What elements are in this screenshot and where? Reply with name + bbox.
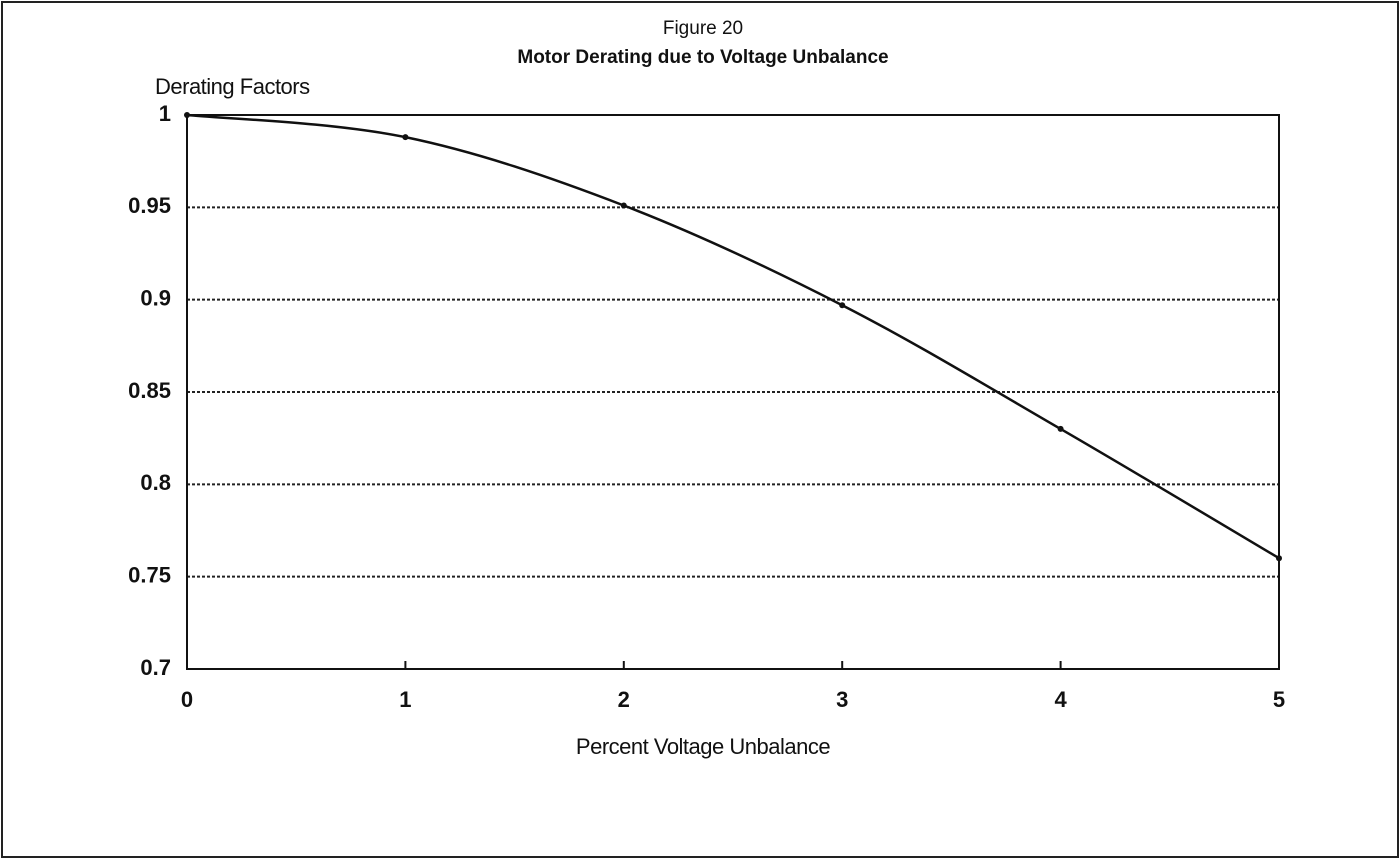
data-point	[620, 202, 627, 209]
plot-frame	[186, 114, 1280, 670]
data-point	[839, 302, 846, 309]
y-axis-label: Derating Factors	[155, 74, 310, 99]
x-tick-label: 3	[836, 687, 848, 712]
data-point	[1057, 425, 1064, 432]
x-tick-label: 5	[1273, 687, 1285, 712]
y-tick-label: 0.75	[128, 562, 171, 587]
x-tick-label: 2	[618, 687, 630, 712]
data-point	[184, 112, 190, 118]
x-tick-label: 0	[181, 687, 193, 712]
y-tick-label: 0.85	[128, 378, 171, 403]
y-tick-label: 0.95	[128, 193, 171, 218]
y-tick-label: 1	[159, 101, 171, 126]
figure-label: Figure 20	[663, 18, 743, 39]
data-line	[186, 113, 1280, 560]
data-point	[402, 134, 409, 141]
data-point	[1276, 555, 1282, 562]
y-tick-label: 0.9	[140, 285, 171, 310]
x-axis-label: Percent Voltage Unbalance	[576, 734, 830, 759]
chart-title: Motor Derating due to Voltage Unbalance	[517, 47, 888, 68]
x-tick-label: 1	[399, 687, 411, 712]
y-tick-label: 0.8	[140, 470, 171, 495]
y-tick-label: 0.7	[140, 655, 171, 680]
x-tick-label: 4	[1054, 687, 1067, 712]
